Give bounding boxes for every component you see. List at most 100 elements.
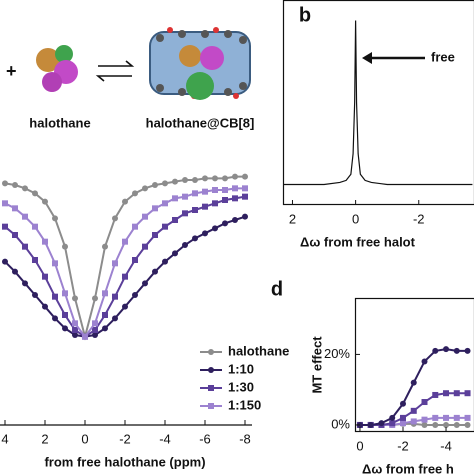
x-tick-label: -8 bbox=[239, 431, 251, 446]
data-point bbox=[22, 243, 28, 250]
data-point bbox=[192, 190, 198, 197]
data-point bbox=[92, 295, 98, 302]
data-point bbox=[232, 195, 238, 202]
data-point bbox=[242, 185, 248, 192]
data-point bbox=[22, 280, 28, 287]
data-point bbox=[122, 198, 128, 205]
x-tick-label: -4 bbox=[159, 431, 171, 446]
plot-frame bbox=[282, 0, 474, 206]
data-point bbox=[122, 273, 128, 280]
plot-area bbox=[283, 20, 473, 186]
data-point bbox=[192, 177, 198, 183]
data-point bbox=[152, 232, 158, 238]
data-point bbox=[453, 421, 460, 428]
data-point bbox=[142, 243, 148, 250]
legend-label: 1:10 bbox=[228, 361, 254, 376]
legend-marker bbox=[208, 403, 214, 409]
x-tick-label: -2 bbox=[413, 211, 425, 226]
data-point bbox=[242, 193, 248, 200]
panel-label: d bbox=[271, 278, 283, 300]
x-tick-label: 0 bbox=[81, 431, 88, 446]
data-point bbox=[2, 223, 8, 230]
data-point bbox=[212, 175, 218, 182]
series-line bbox=[4, 187, 245, 339]
data-point bbox=[421, 421, 428, 428]
data-point bbox=[182, 242, 188, 248]
data-point bbox=[202, 203, 208, 210]
data-point bbox=[443, 390, 450, 397]
series-line bbox=[4, 195, 246, 338]
data-point bbox=[142, 213, 148, 220]
data-point bbox=[72, 320, 78, 327]
data-point bbox=[222, 175, 228, 182]
data-point bbox=[12, 205, 18, 212]
data-point bbox=[202, 230, 208, 237]
legend-label: halothane bbox=[228, 343, 289, 358]
data-point bbox=[202, 188, 208, 195]
data-point bbox=[102, 290, 108, 297]
y-tick-label: 0% bbox=[331, 416, 350, 431]
data-point bbox=[112, 293, 118, 300]
data-point bbox=[32, 257, 38, 263]
data-point bbox=[92, 327, 98, 333]
data-point bbox=[432, 347, 439, 354]
data-point bbox=[453, 390, 460, 397]
data-point bbox=[464, 421, 471, 428]
data-point bbox=[52, 293, 58, 300]
data-point bbox=[443, 346, 450, 353]
data-point bbox=[62, 325, 68, 332]
plus-sign: + bbox=[6, 61, 17, 81]
data-point bbox=[22, 185, 28, 192]
data-point bbox=[12, 232, 18, 238]
data-point bbox=[72, 332, 78, 338]
data-point bbox=[162, 223, 168, 230]
data-point bbox=[112, 315, 118, 322]
data-point bbox=[222, 220, 228, 227]
series-line bbox=[283, 20, 473, 186]
data-point bbox=[182, 177, 188, 183]
data-point bbox=[421, 399, 428, 406]
data-point bbox=[112, 215, 118, 222]
data-point bbox=[112, 260, 118, 267]
x-axis-label: from free halothane (ppm) bbox=[44, 454, 205, 469]
data-point bbox=[12, 182, 18, 188]
data-point bbox=[242, 213, 248, 220]
data-point bbox=[122, 238, 128, 245]
data-point bbox=[172, 217, 178, 223]
data-point bbox=[389, 414, 396, 421]
data-point bbox=[192, 207, 198, 213]
data-point bbox=[152, 182, 158, 188]
data-point bbox=[72, 295, 78, 302]
guest-label: halothane bbox=[29, 115, 90, 130]
data-point bbox=[443, 421, 450, 428]
data-point bbox=[42, 303, 48, 310]
x-tick-label: -4 bbox=[440, 438, 452, 453]
data-point bbox=[102, 243, 108, 250]
data-point bbox=[212, 225, 218, 232]
plot-frame bbox=[354, 297, 474, 433]
data-point bbox=[2, 180, 8, 187]
data-point bbox=[152, 268, 158, 275]
data-point bbox=[162, 258, 168, 265]
data-point bbox=[432, 391, 439, 398]
data-point bbox=[102, 325, 108, 332]
data-point bbox=[464, 347, 471, 354]
data-point bbox=[82, 333, 88, 340]
legend-label: 1:30 bbox=[228, 379, 254, 394]
x-tick-label: 4 bbox=[1, 431, 8, 446]
panel-label: b bbox=[299, 4, 311, 26]
data-point bbox=[102, 312, 108, 318]
data-point bbox=[222, 197, 228, 203]
halothane-molecule bbox=[36, 45, 78, 92]
annotation-text: free bbox=[431, 49, 455, 64]
data-point bbox=[52, 315, 58, 322]
x-tick-label: 2 bbox=[289, 211, 296, 226]
data-point bbox=[132, 257, 138, 263]
data-point bbox=[464, 390, 471, 397]
data-point bbox=[62, 243, 68, 250]
equilibrium-arrows bbox=[95, 60, 135, 82]
x-tick-label: -6 bbox=[199, 431, 211, 446]
data-point bbox=[122, 303, 128, 310]
data-point bbox=[443, 414, 450, 421]
